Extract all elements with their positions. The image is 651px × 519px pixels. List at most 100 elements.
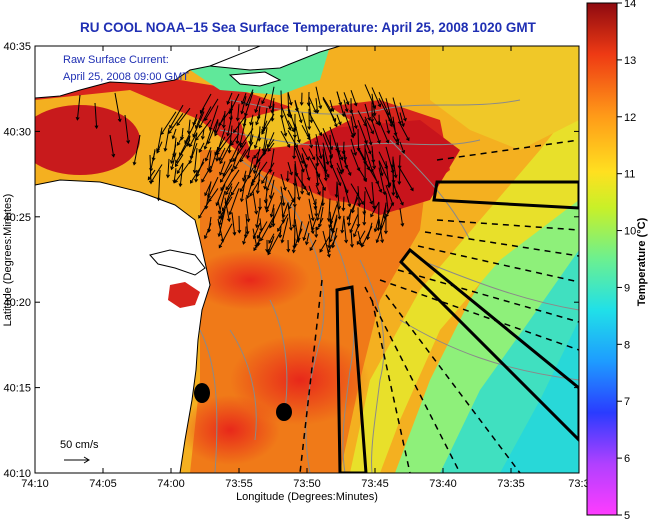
current-vector xyxy=(109,134,115,157)
current-vector xyxy=(350,149,360,171)
current-vector xyxy=(329,134,332,159)
current-vector xyxy=(157,127,163,152)
colorbar-tick-label: 6 xyxy=(624,453,630,465)
current-vector xyxy=(229,188,240,215)
current-vector xyxy=(156,141,163,154)
current-vector xyxy=(364,103,371,121)
current-vector xyxy=(385,161,390,188)
current-vector xyxy=(332,227,338,248)
current-vector xyxy=(226,92,233,105)
y-tick-label: 40:25 xyxy=(3,212,31,224)
current-vector xyxy=(316,198,324,221)
current-vector xyxy=(219,140,233,164)
current-vector xyxy=(208,150,212,172)
current-vector xyxy=(305,232,310,245)
current-vector xyxy=(195,107,205,129)
current-vector xyxy=(202,128,205,139)
current-vector xyxy=(314,198,317,210)
current-vector xyxy=(287,92,290,117)
current-vector xyxy=(231,181,240,196)
y-tick-label: 40:10 xyxy=(3,468,31,480)
colorbar-tick-label: 5 xyxy=(624,510,630,519)
current-vector xyxy=(392,123,399,142)
current-vector xyxy=(308,156,320,177)
current-vector xyxy=(264,176,268,189)
legend-line-2: April 25, 2008 09:00 GMT xyxy=(63,71,189,83)
x-tick-label: 74:00 xyxy=(157,478,185,490)
current-vector xyxy=(150,164,163,183)
current-vector xyxy=(315,171,326,191)
current-vector xyxy=(198,142,205,153)
current-vector xyxy=(207,176,219,199)
current-vector xyxy=(287,120,295,132)
current-vector xyxy=(270,204,275,217)
current-vector xyxy=(179,135,191,156)
current-vector xyxy=(250,114,254,125)
current-vector xyxy=(342,196,345,211)
current-vector xyxy=(282,202,289,218)
current-vector xyxy=(370,201,380,217)
current-vector xyxy=(315,86,322,109)
current-vector xyxy=(253,146,261,174)
current-vector xyxy=(329,110,338,127)
current-vector xyxy=(280,186,285,206)
current-vector xyxy=(114,92,121,122)
current-vector xyxy=(261,92,268,104)
current-vector xyxy=(309,239,317,251)
current-vector xyxy=(376,216,387,243)
current-vector xyxy=(241,174,247,202)
current-vector xyxy=(329,126,339,151)
current-vector xyxy=(399,141,405,154)
current-vector xyxy=(252,191,257,214)
current-vector xyxy=(322,148,327,173)
current-vector xyxy=(236,122,240,144)
current-vector xyxy=(266,192,275,213)
current-vector xyxy=(189,142,198,164)
current-vector xyxy=(245,197,250,222)
current-vectors xyxy=(75,84,414,258)
current-vector xyxy=(222,192,233,211)
x-tick-label: 73:3 xyxy=(568,478,589,490)
current-vector xyxy=(253,239,261,251)
current-vector xyxy=(231,212,236,235)
current-vector xyxy=(308,198,314,221)
current-vector xyxy=(322,142,329,165)
colorbar-label: Temperature (°C) xyxy=(636,217,648,306)
current-vector xyxy=(242,170,247,181)
current-vector xyxy=(350,116,356,136)
current-vector xyxy=(315,164,319,186)
current-vector xyxy=(371,169,382,193)
current-vector xyxy=(240,141,254,162)
x-tick-label: 73:35 xyxy=(497,478,525,490)
current-vector xyxy=(271,98,275,113)
current-vector xyxy=(378,151,388,169)
current-vector xyxy=(133,134,141,165)
x-tick-label: 74:05 xyxy=(89,478,117,490)
current-vector xyxy=(280,105,291,130)
current-vector xyxy=(322,154,327,181)
current-vector xyxy=(175,139,191,164)
current-vector xyxy=(357,119,368,144)
current-vector xyxy=(294,99,302,123)
current-vector xyxy=(241,92,247,105)
current-vector xyxy=(205,147,212,161)
current-vector xyxy=(195,119,212,141)
current-vector xyxy=(271,103,275,121)
current-vector xyxy=(308,96,317,113)
current-vector xyxy=(217,219,224,242)
current-vector xyxy=(227,115,233,136)
current-vector xyxy=(315,98,319,113)
current-vector xyxy=(350,138,357,156)
current-vector xyxy=(357,146,366,161)
current-vector xyxy=(378,167,386,195)
colorbar-ticks: 14 13 12 11 10 9 8 7 6 5 xyxy=(617,0,636,519)
current-vector xyxy=(176,107,191,126)
y-axis-label: Latitude (Degrees:Minutes) xyxy=(2,194,14,327)
bathymetry-contours xyxy=(199,99,579,473)
colorbar-tick-label: 11 xyxy=(624,169,635,181)
figure-title: RU COOL NOAA–15 Sea Surface Temperature:… xyxy=(80,20,536,35)
current-vector xyxy=(346,197,359,220)
current-vector xyxy=(316,217,324,230)
current-vector xyxy=(267,142,275,152)
current-vector xyxy=(301,124,311,140)
